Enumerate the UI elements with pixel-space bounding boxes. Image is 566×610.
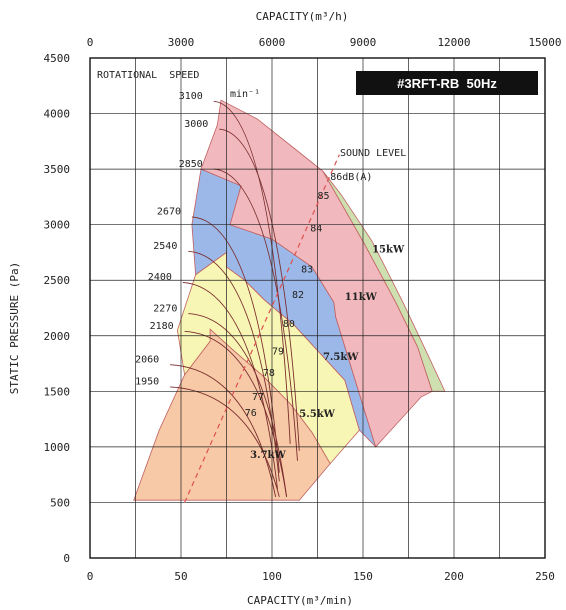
y-tick-label: 1000 bbox=[44, 441, 71, 454]
plot-frame bbox=[89, 57, 546, 559]
sound-level-label: 77 bbox=[252, 392, 264, 403]
motor-power-label: 3.7kW bbox=[250, 450, 286, 461]
speed-curve-2670 bbox=[191, 216, 280, 473]
speed-label: 2270 bbox=[153, 303, 177, 314]
y-tick-label: 500 bbox=[50, 496, 70, 509]
sound-level-dashed-line bbox=[184, 154, 340, 503]
x-tick-label: 150 bbox=[353, 570, 373, 583]
speed-label: 2400 bbox=[148, 272, 172, 283]
y-axis-label: STATIC PRESSURE (Pa) bbox=[8, 262, 21, 394]
y-tick-label: 3500 bbox=[44, 163, 71, 176]
speed-curves bbox=[170, 100, 300, 498]
speed-label: 2850 bbox=[179, 159, 203, 170]
speed-unit: min⁻¹ bbox=[230, 89, 260, 100]
x-tick-label: 100 bbox=[262, 570, 282, 583]
speed-label: 2180 bbox=[150, 321, 174, 332]
speed-label: 2540 bbox=[153, 241, 177, 252]
x2-tick-label: 12000 bbox=[437, 36, 470, 49]
speed-curve-2180 bbox=[184, 330, 288, 497]
x2-tick-label: 3000 bbox=[168, 36, 195, 49]
plot-border bbox=[89, 57, 546, 559]
sound-level-label: 85 bbox=[318, 191, 330, 202]
x-tick-label: 250 bbox=[535, 570, 555, 583]
x2-axis-label: CAPACITY(m³/h) bbox=[256, 10, 349, 23]
y-tick-label: 0 bbox=[63, 552, 70, 565]
speed-curve-3000 bbox=[219, 128, 300, 451]
sound-level-label: 83 bbox=[301, 264, 313, 275]
y-tick-label: 2500 bbox=[44, 274, 71, 287]
speed-label: 2060 bbox=[135, 354, 159, 365]
y-tick-label: 4000 bbox=[44, 108, 71, 121]
speed-curve-2400 bbox=[182, 281, 278, 490]
sound-level-label: 76 bbox=[245, 408, 257, 419]
motor-power-label: 11kW bbox=[345, 292, 378, 303]
x2-tick-label: 6000 bbox=[259, 36, 286, 49]
speed-label: 3100 bbox=[179, 91, 203, 102]
y-tick-label: 2000 bbox=[44, 330, 71, 343]
y-tick-label: 3000 bbox=[44, 219, 71, 232]
speed-label: 3000 bbox=[184, 119, 208, 130]
sound-level-label: 80 bbox=[283, 319, 295, 330]
motor-power-label: 15kW bbox=[372, 244, 405, 255]
x-axis-label: CAPACITY(m³/min) bbox=[247, 594, 353, 607]
speed-label: 2670 bbox=[157, 207, 181, 218]
sound-level-label: 86dB(A) bbox=[330, 172, 372, 183]
y-tick-label: 1500 bbox=[44, 385, 71, 398]
sound-level-label: 79 bbox=[272, 347, 284, 358]
title-box: #3RFT-RB 50Hz bbox=[356, 71, 538, 95]
axes: 0 50 100 150 200 2500 3000 6000 9000 12000 1500005… bbox=[44, 36, 562, 583]
x2-tick-label: 9000 bbox=[350, 36, 377, 49]
sound-level-line bbox=[184, 154, 340, 503]
speed-curve-3100 bbox=[213, 100, 291, 444]
speed-curve-2540 bbox=[188, 250, 280, 482]
sound-level-label: 84 bbox=[310, 223, 322, 234]
annotations: 3.7kW 5.5kW 7.5kW 11kW 15kW 3100 3000 2850 2670 2… bbox=[135, 91, 405, 461]
x2-tick-label: 15000 bbox=[528, 36, 561, 49]
speed-header: ROTATIONAL SPEED bbox=[97, 70, 199, 81]
sound-level-header: SOUND LEVEL bbox=[340, 148, 406, 159]
x-tick-label: 0 bbox=[87, 570, 94, 583]
speed-curve-2270 bbox=[188, 313, 288, 497]
motor-power-label: 5.5kW bbox=[299, 409, 335, 420]
speed-label: 1950 bbox=[135, 377, 159, 388]
sound-level-label: 78 bbox=[263, 368, 275, 379]
motor-power-label: 7.5kW bbox=[323, 352, 359, 363]
y-tick-label: 4500 bbox=[44, 52, 71, 65]
x-tick-label: 50 bbox=[174, 570, 187, 583]
chart-title: #3RFT-RB 50Hz bbox=[397, 76, 497, 91]
sound-level-label: 82 bbox=[292, 290, 304, 301]
x-tick-label: 200 bbox=[444, 570, 464, 583]
speed-curve-2060 bbox=[170, 364, 277, 497]
speed-curve-2850 bbox=[213, 168, 298, 461]
x2-tick-label: 0 bbox=[87, 36, 94, 49]
